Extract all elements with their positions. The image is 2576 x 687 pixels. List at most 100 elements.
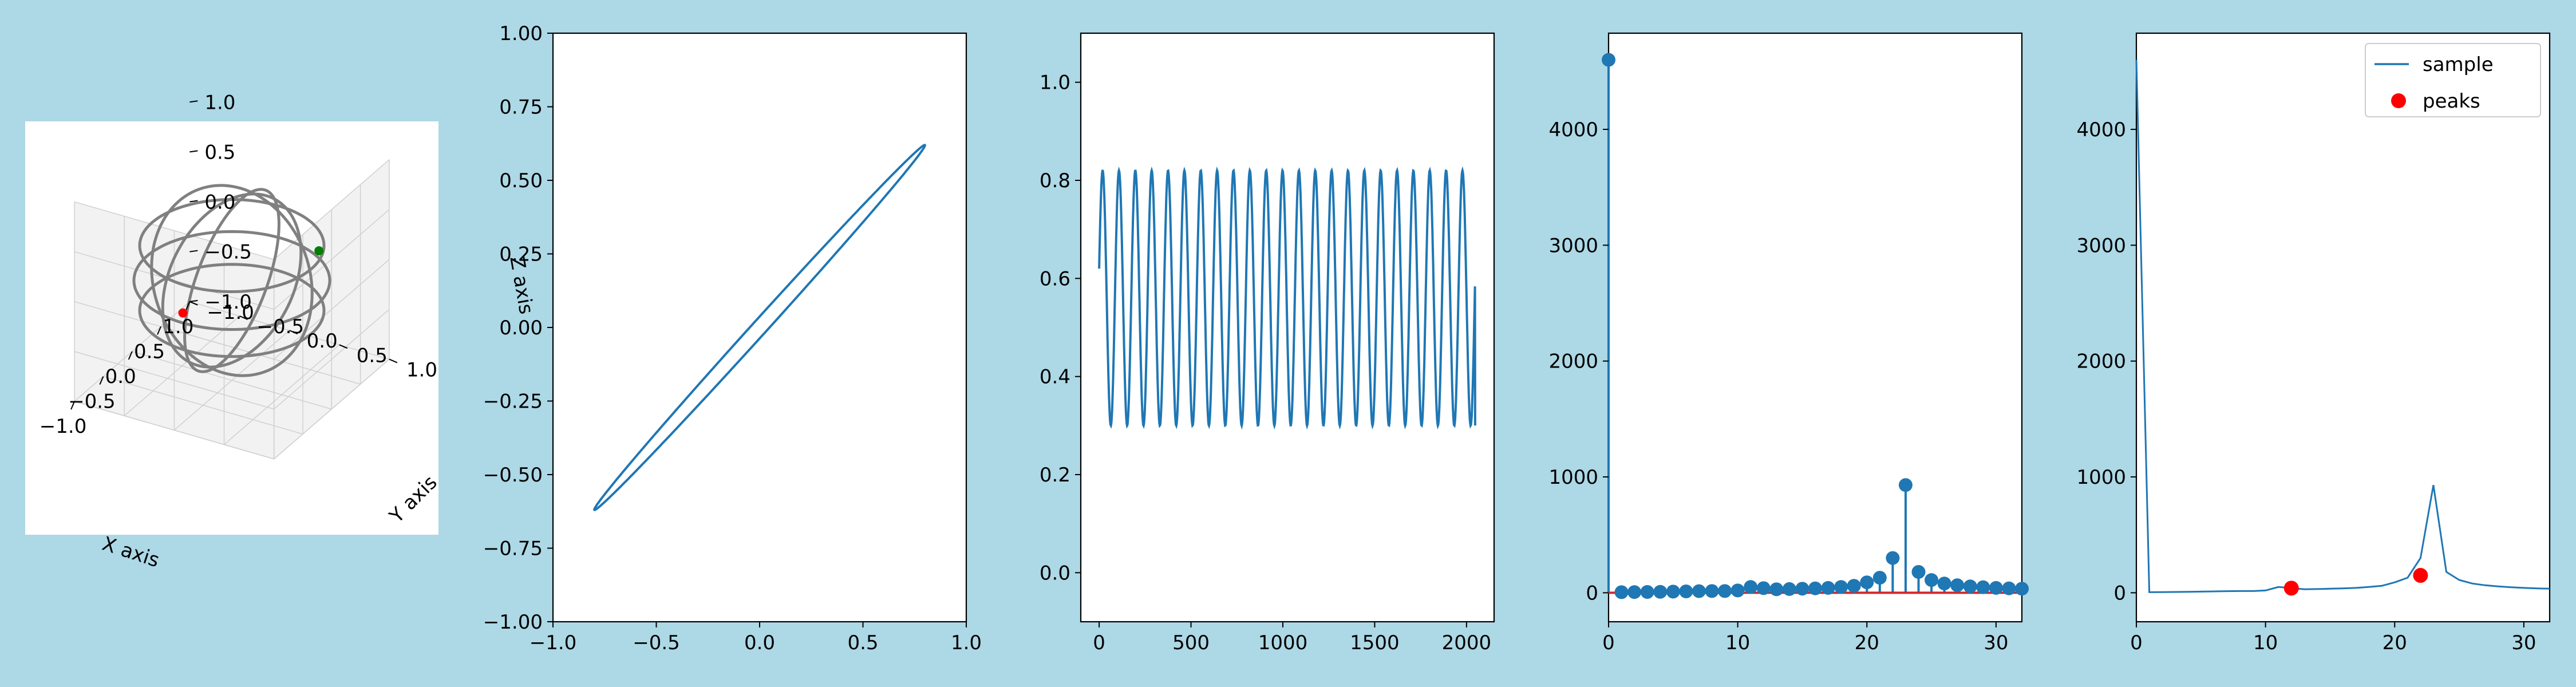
legend-label-sample: sample xyxy=(2423,53,2494,76)
x-tick-label: 10 xyxy=(2253,631,2278,654)
x-tick-mark xyxy=(128,351,133,360)
grid-line xyxy=(173,330,290,431)
y-tick-label: 1000 xyxy=(1548,466,1598,489)
y-tick-label: −0.75 xyxy=(483,538,543,560)
grid-line xyxy=(224,344,340,445)
legend-marker-peaks xyxy=(2391,93,2406,108)
stem-marker xyxy=(1640,585,1654,599)
stem-marker xyxy=(1653,585,1668,599)
stem-marker xyxy=(1795,582,1809,596)
legend-box xyxy=(2365,43,2541,117)
peak-marker xyxy=(2413,568,2428,583)
tick-label-3d: −1.0 xyxy=(207,301,254,324)
y-tick-mark xyxy=(239,315,248,320)
stem-marker xyxy=(1744,580,1758,594)
stem-marker xyxy=(1911,564,1926,579)
tick-label-3d: 1.0 xyxy=(204,91,235,114)
stem-marker xyxy=(1808,581,1822,595)
curve-3d xyxy=(150,184,314,377)
stem-marker xyxy=(1627,585,1642,599)
tick-label-3d: 1.0 xyxy=(163,315,193,338)
x-tick-label: 20 xyxy=(2383,631,2407,654)
tick-label-3d: 0.5 xyxy=(134,340,165,363)
y-tick-label: 1000 xyxy=(2076,466,2126,489)
stem-marker xyxy=(1769,582,1784,597)
stem-marker xyxy=(1834,580,1848,594)
stem-marker xyxy=(1782,582,1796,596)
y-tick-mark xyxy=(189,301,198,306)
subplot-stem: 0 10 20 30 0 1000 2000 3000 4000 xyxy=(1548,32,2029,654)
y-tick-label: 0.6 xyxy=(1040,267,1070,290)
x-tick-label: 2000 xyxy=(1442,631,1492,654)
stem-marker xyxy=(1679,584,1693,598)
stem-marker xyxy=(1937,577,1951,591)
tick-label-3d: −1.0 xyxy=(39,415,87,438)
tick-label-3d: 0.0 xyxy=(105,365,136,388)
y-tick-label: 0 xyxy=(1586,582,1598,605)
y-tick-mark xyxy=(389,358,398,364)
y-tick-label: 4000 xyxy=(1548,119,1598,141)
stem-marker xyxy=(2015,582,2029,596)
grid-line xyxy=(74,201,274,260)
x-tick-label: 0 xyxy=(1602,631,1615,654)
curve-3d xyxy=(183,188,280,373)
y-tick-label: 0.2 xyxy=(1040,464,1070,487)
y-tick-label: 4000 xyxy=(2076,119,2126,141)
x-tick-label: 0 xyxy=(2130,631,2143,654)
z-tick-mark xyxy=(189,200,198,203)
stem-marker xyxy=(1925,573,1939,587)
x-tick-label: 30 xyxy=(1984,631,2008,654)
y-tick-label: 2000 xyxy=(1548,350,1598,373)
x-tick-label: 1000 xyxy=(1258,631,1308,654)
stem-marker xyxy=(1976,580,1990,594)
grid-line xyxy=(274,358,390,460)
stem-marker xyxy=(2002,581,2016,595)
x-tick-label: 0 xyxy=(1093,631,1105,654)
stem-marker xyxy=(1614,585,1629,599)
end-marker xyxy=(314,246,324,256)
tick-label-3d: 0.0 xyxy=(204,191,235,214)
y-tick-label: 0 xyxy=(2113,582,2126,605)
signal-line xyxy=(1098,166,1476,430)
stem-marker xyxy=(1666,585,1680,599)
y-tick-mark xyxy=(339,344,348,349)
stem-marker xyxy=(1963,579,1977,594)
x-tick-mark xyxy=(157,326,161,335)
stem-marker xyxy=(1718,584,1732,598)
stem-marker xyxy=(1872,571,1887,585)
y-tick-label: −1.00 xyxy=(483,611,543,634)
subplot-spectrum-peaks: 0 10 20 30 0 1000 2000 3000 4000 sample peaks xyxy=(2076,32,2551,654)
tick-label-3d: 0.5 xyxy=(204,141,235,164)
z-tick-mark xyxy=(189,250,198,252)
tick-label-3d: −0.5 xyxy=(256,315,304,338)
legend-label-peaks: peaks xyxy=(2423,90,2480,113)
tick-label-3d: 0.0 xyxy=(307,330,338,353)
y-tick-label: 0.00 xyxy=(499,317,543,339)
stem-marker xyxy=(1730,583,1745,598)
subplot-3d-curve: −1.0−0.50.00.51.0−1.0−0.50.00.51.0−1.0−0… xyxy=(25,91,538,572)
series-line xyxy=(593,144,926,511)
x-tick-mark xyxy=(185,301,191,310)
stem-marker xyxy=(1886,551,1900,565)
stem-marker xyxy=(1705,584,1719,598)
stem-marker xyxy=(1898,478,1913,492)
stem-marker xyxy=(1756,581,1771,595)
curve-3d xyxy=(138,198,326,294)
start-marker xyxy=(178,308,188,318)
y-tick-label: 1.0 xyxy=(1040,72,1070,94)
x-tick-label: 30 xyxy=(2511,631,2536,654)
y-tick-label: 0.0 xyxy=(1040,562,1070,585)
tick-label-3d: −1.0 xyxy=(204,291,252,314)
stem-marker xyxy=(1860,575,1874,590)
x-tick-label: 0.0 xyxy=(744,631,775,654)
tick-label-3d: 0.5 xyxy=(357,344,388,367)
subplot-line-3: 0 500 1000 1500 2000 0.0 0.2 0.4 0.6 0.8 1.0 xyxy=(1040,32,1495,654)
tick-label-3d: −0.5 xyxy=(68,390,116,413)
z-tick-mark xyxy=(189,299,198,302)
x-tick-label: 1.0 xyxy=(951,631,982,654)
z-tick-mark xyxy=(189,100,198,103)
peak-marker xyxy=(2283,581,2299,596)
stem-marker xyxy=(1821,581,1835,595)
stem-marker xyxy=(1602,53,1615,67)
